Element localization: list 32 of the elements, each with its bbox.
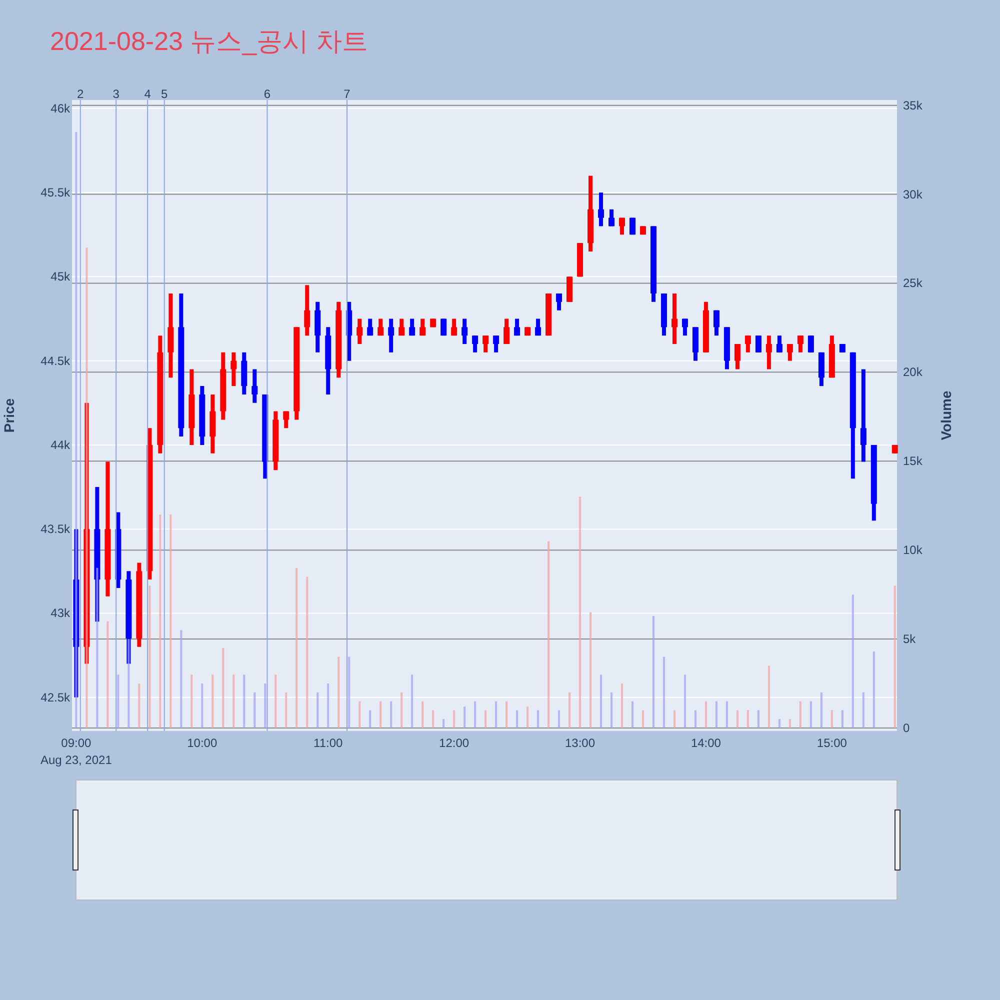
- y2-tick-label: 15k: [903, 454, 924, 468]
- ref-line-label: 5: [161, 87, 168, 101]
- x-tick-label: 11:00: [314, 736, 343, 750]
- y-tick-label: 44.5k: [40, 354, 71, 368]
- x-tick-label: 09:00 Aug 23, 2021: [40, 736, 112, 767]
- y2-axis-title: Volume: [938, 390, 954, 440]
- x-tick-label: 15:00: [816, 736, 848, 750]
- x-tick-label: 12:00: [439, 736, 470, 750]
- y-tick-label: 44k: [50, 438, 71, 452]
- y2-tick-label: 25k: [903, 276, 924, 290]
- y-tick-label: 45k: [50, 270, 71, 284]
- ref-line-label: 6: [264, 87, 271, 101]
- y-tick-label: 43.5k: [40, 522, 71, 536]
- ref-line-label: 3: [112, 87, 120, 101]
- y-tick-label: 42.5k: [40, 690, 71, 704]
- y2-tick-label: 5k: [903, 632, 917, 646]
- y2-tick-label: 30k: [903, 187, 924, 202]
- y2-tick-label: 0: [903, 720, 910, 735]
- y-tick-label: 45.5k: [40, 186, 71, 200]
- y2-tick-label: 35k: [903, 98, 924, 112]
- chart-title: 2021-08-23 뉴스_공시 차트: [50, 26, 368, 56]
- ref-line-label: 7: [344, 87, 351, 101]
- y2-tick-label: 20k: [903, 365, 924, 380]
- ref-line-label: 2: [77, 87, 84, 101]
- x-tick-label: 14:00: [690, 736, 722, 750]
- y2-tick-label: 10k: [903, 543, 924, 558]
- y-tick-label: 46k: [50, 101, 71, 116]
- x-tick-label: 13:00: [565, 736, 596, 750]
- ref-line-label: 4: [144, 87, 152, 101]
- x-tick-label: 10:00: [187, 736, 218, 750]
- y-tick-label: 43k: [50, 606, 71, 620]
- y-axis-title: Price: [1, 398, 17, 433]
